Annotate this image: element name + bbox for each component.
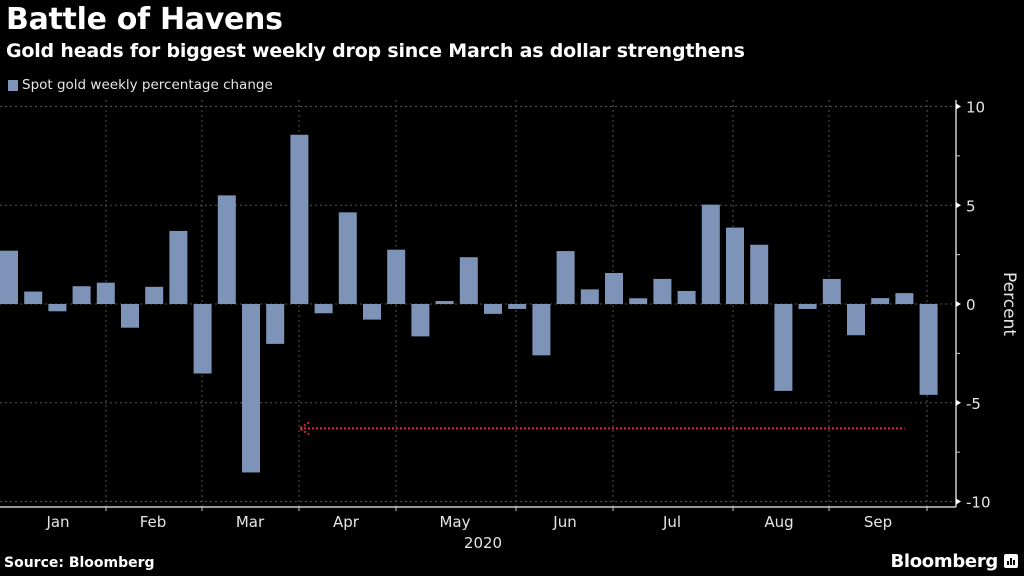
bar (217, 195, 236, 304)
y-tick-marker (956, 498, 961, 505)
x-tick-label: Sep (864, 513, 892, 531)
x-tick-label: Apr (333, 513, 360, 531)
x-tick-label: Aug (764, 513, 793, 531)
y-tick-label: 5 (966, 197, 976, 215)
bar (145, 286, 164, 304)
bar (701, 204, 720, 304)
y-tick-label: -5 (966, 395, 981, 413)
bar (72, 286, 91, 304)
bar (726, 227, 744, 304)
bar (411, 304, 430, 337)
bar (314, 304, 333, 314)
x-tick-label: Jun (552, 513, 576, 531)
bar (774, 304, 793, 391)
bar (532, 304, 551, 356)
y-tick-marker (956, 103, 961, 110)
bar (435, 301, 454, 304)
bar (871, 298, 890, 304)
bar (580, 289, 599, 304)
x-axis-title: 2020 (464, 534, 502, 552)
y-axis-title: Percent (999, 272, 1019, 336)
bar (459, 257, 478, 304)
axes: 10 5 0 -5 -10 Percent Jan Feb Mar Apr May Jun Jul Aug… (0, 99, 1019, 552)
bar (96, 282, 115, 304)
bar (750, 244, 769, 304)
bar (338, 212, 357, 304)
x-tick-label: Mar (236, 513, 265, 531)
bar (629, 298, 648, 304)
y-tick-label: 0 (966, 296, 976, 314)
bar (169, 230, 188, 304)
bar (363, 304, 381, 320)
y-tick-marker (956, 202, 961, 209)
bar (242, 304, 260, 473)
bar (121, 304, 139, 328)
y-tick-marker (956, 399, 961, 406)
bar (387, 249, 406, 304)
bar (895, 293, 914, 304)
bar (290, 134, 309, 304)
source-note: Source: Bloomberg (4, 555, 155, 571)
bar (822, 278, 841, 304)
bar (484, 304, 502, 314)
chart-subtitle: Gold heads for biggest weekly drop since… (6, 40, 745, 62)
x-tick-label: May (439, 513, 470, 531)
x-tick-label: Jan (45, 513, 69, 531)
legend-swatch (8, 79, 18, 91)
y-tick-label: -10 (966, 494, 991, 512)
brand-logo-text: Bloomberg (890, 551, 998, 572)
bar (193, 304, 212, 374)
gridlines (0, 100, 956, 507)
bars (0, 134, 938, 473)
bar (0, 250, 18, 304)
bar (556, 251, 575, 304)
bar (24, 291, 43, 304)
x-tick-label: Jul (662, 513, 681, 531)
bloomberg-chart-icon (1004, 554, 1018, 568)
chart-title: Battle of Havens (6, 2, 283, 37)
bar (847, 304, 865, 336)
bar (653, 278, 672, 304)
legend: Spot gold weekly percentage change (8, 77, 273, 93)
y-tick-label: 10 (966, 99, 985, 117)
annotations (298, 421, 905, 436)
bar (677, 290, 696, 304)
bar (919, 304, 938, 395)
bar (508, 304, 527, 309)
bar (48, 304, 67, 312)
x-tick-label: Feb (140, 513, 167, 531)
bar (605, 272, 623, 304)
y-tick-marker (956, 301, 961, 307)
bar (266, 304, 285, 344)
legend-label: Spot gold weekly percentage change (22, 77, 273, 93)
bar (798, 304, 817, 309)
